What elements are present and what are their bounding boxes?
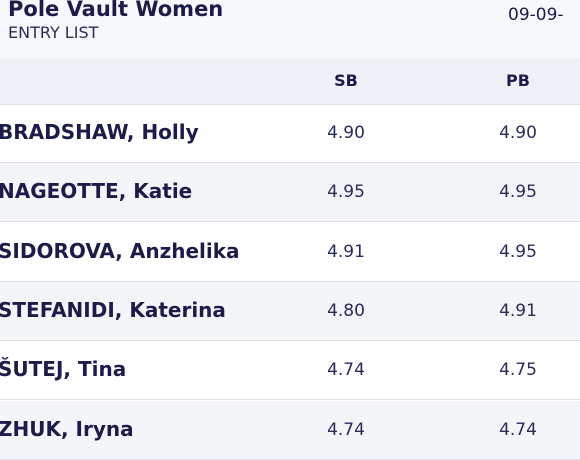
athlete-name: STEFANIDI, Katerina [0,297,226,322]
event-date: 09-09- [508,5,564,25]
event-title: Pole Vault Women [8,0,224,21]
column-label: PB [506,71,530,90]
athlete-name: BRADSHAW, Holly [0,120,199,144]
personal-best: 4.95 [499,182,537,203]
personal-best: 4.91 [499,300,537,321]
season-best: 4.91 [327,241,365,262]
header: Pole Vault Women ENTRY LIST 09-09- [0,0,580,58]
athlete-row[interactable]: STEFANIDI, Katerina 4.80 4.91 [0,281,580,341]
personal-best: 4.74 [499,419,537,440]
personal-best: 4.90 [499,123,537,143]
season-best: 4.80 [327,300,365,321]
athlete-name: SIDOROVA, Anzhelika [0,238,240,263]
personal-best: 4.95 [499,241,537,262]
athlete-row[interactable]: BRADSHAW, Holly 4.90 4.90 [0,104,580,163]
personal-best: 4.75 [499,360,537,381]
athlete-name: ŠUTEJ, Tina [0,357,127,382]
season-best: 4.74 [327,360,365,381]
column-header: SB PB [0,58,580,105]
athlete-row[interactable]: ZHUK, Iryna 4.74 4.74 [0,400,580,460]
athlete-name: ZHUK, Iryna [0,416,134,441]
season-best: 4.95 [327,182,365,203]
event-subtitle: ENTRY LIST [8,23,99,42]
athlete-row[interactable]: SIDOROVA, Anzhelika 4.91 4.95 [0,223,580,282]
athlete-name: NAGEOTTE, Katie [0,179,193,204]
athlete-row[interactable]: ŠUTEJ, Tina 4.74 4.75 [0,341,580,401]
season-best: 4.90 [327,123,365,143]
season-best: 4.74 [327,419,365,440]
athlete-row[interactable]: NAGEOTTE, Katie 4.95 4.95 [0,163,580,223]
column-label: SB [334,71,358,90]
